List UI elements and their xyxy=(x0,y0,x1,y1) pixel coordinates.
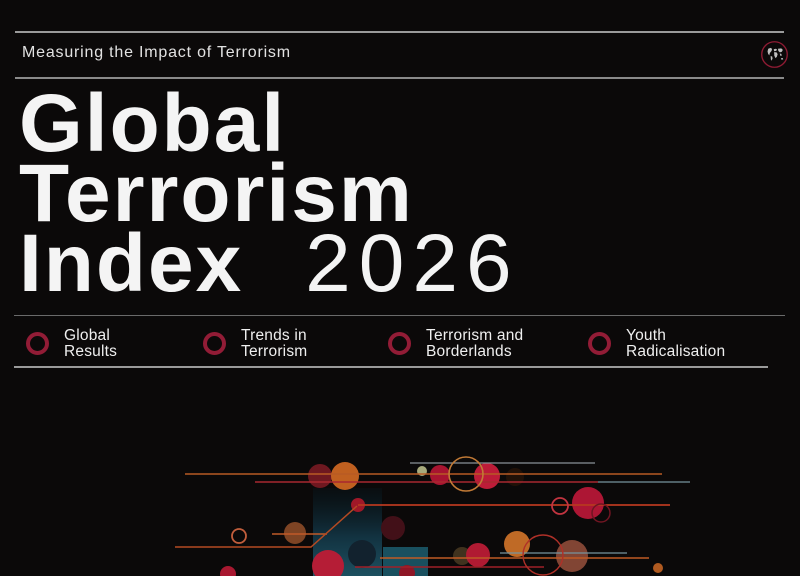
menu-item-label: Youth Radicalisation xyxy=(626,327,726,360)
divider-menu-top xyxy=(14,315,785,317)
report-title: Global Terrorism Index 2026 xyxy=(19,78,520,305)
menu-item-trends-in-terrorism[interactable]: Trends in Terrorism xyxy=(203,325,307,360)
title-line-3-word: Index xyxy=(19,218,244,309)
menu-item-terrorism-and-borderlands[interactable]: Terrorism and Borderlands xyxy=(388,325,523,360)
menu-item-label: Global Results xyxy=(64,327,118,360)
report-tagline: Measuring the Impact of Terrorism xyxy=(22,44,291,61)
red-ring-icon xyxy=(203,332,226,355)
world-map-logo-icon xyxy=(760,40,789,69)
menu-item-youth-radicalisation[interactable]: Youth Radicalisation xyxy=(588,325,725,360)
cover-artwork xyxy=(175,456,690,576)
red-ring-icon xyxy=(388,332,411,355)
menu-item-label: Trends in Terrorism xyxy=(241,327,308,360)
divider-menu-bottom xyxy=(14,366,768,368)
title-year: 2026 xyxy=(305,218,520,309)
divider-header-bottom xyxy=(15,77,784,79)
title-line-3: Index 2026 xyxy=(19,223,520,305)
red-ring-icon xyxy=(26,332,49,355)
title-line-2: Terrorism xyxy=(19,148,414,239)
divider-top xyxy=(15,31,784,33)
menu-item-global-results[interactable]: Global Results xyxy=(26,325,117,360)
menu-item-label: Terrorism and Borderlands xyxy=(426,327,524,360)
title-line-1: Global xyxy=(19,78,287,169)
red-ring-icon xyxy=(588,332,611,355)
